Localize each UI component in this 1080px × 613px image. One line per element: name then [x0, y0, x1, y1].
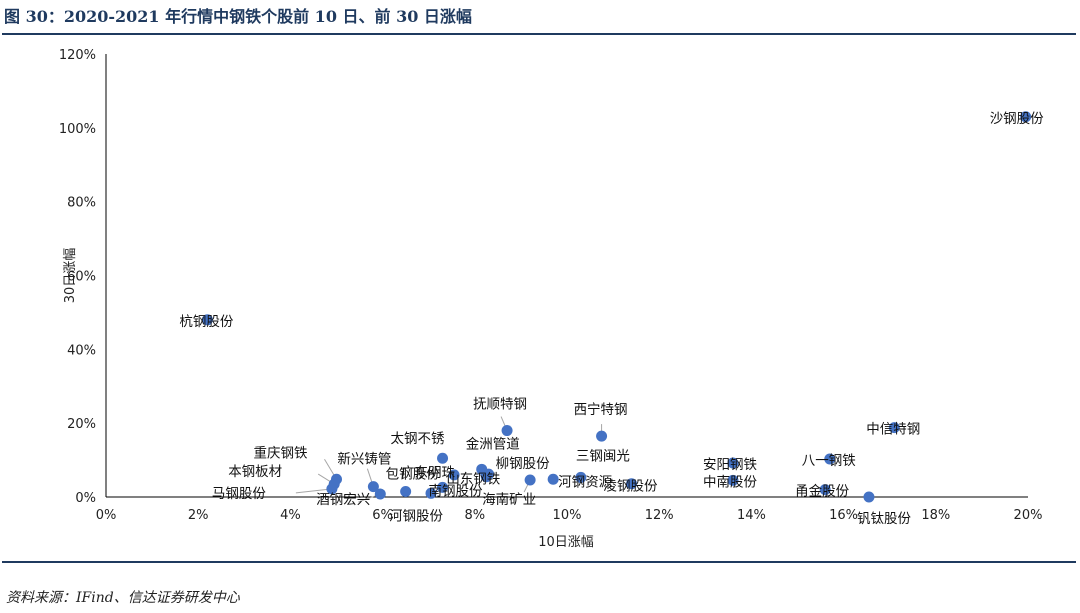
source-note: 资料来源：IFind、信达证券研发中心: [6, 590, 240, 606]
y-tick-label: 40%: [67, 343, 96, 358]
x-tick-label: 10%: [553, 508, 582, 523]
point-label: 甬金股份: [795, 484, 849, 500]
data-point: [575, 471, 587, 483]
data-point: [727, 474, 739, 486]
x-tick-label: 6%: [372, 508, 393, 523]
point-label: 本钢板材: [228, 464, 282, 480]
x-tick-label: 8%: [464, 508, 485, 523]
point-label: 中南股份: [703, 474, 757, 490]
point-label: 安阳钢铁: [703, 457, 757, 473]
point-label: 海南矿业: [482, 492, 536, 508]
x-tick-label: 2%: [188, 508, 209, 523]
point-label: 南钢股份: [429, 483, 483, 499]
data-point: [1020, 111, 1032, 123]
point-label: 河钢资源: [558, 474, 612, 490]
point-label: 西宁特钢: [574, 401, 628, 418]
data-point: [480, 471, 492, 483]
x-tick-label: 14%: [737, 508, 766, 523]
x-tick-label: 16%: [829, 508, 858, 523]
point-label: 山东钢铁: [446, 472, 500, 488]
data-point: [596, 430, 608, 442]
point-label: 新兴铸管: [337, 452, 391, 468]
point-label: 钒钛股份: [857, 511, 911, 527]
data-point: [547, 473, 559, 485]
point-label: 中信特钢: [866, 422, 920, 438]
data-point: [374, 488, 386, 500]
y-tick-label: 0%: [75, 491, 96, 506]
point-label: 抚顺特钢: [473, 397, 527, 413]
x-tick-labels: 0% 2% 4% 6% 8% 10% 12% 14% 16% 18% 20%: [96, 508, 1043, 523]
y-tick-label: 100%: [59, 122, 96, 137]
data-point: [425, 487, 437, 499]
x-tick-label: 4%: [280, 508, 301, 523]
point-label: 八一钢铁: [802, 453, 856, 469]
x-tick-label: 18%: [921, 508, 950, 523]
point-label: 柳钢股份: [496, 456, 550, 472]
data-point: [626, 478, 638, 490]
scatter-chart: 0% 2% 4% 6% 8% 10% 12% 14% 16% 18% 20% 0% 20% 40% 60%…: [59, 48, 1044, 550]
data-point: [863, 491, 875, 503]
data-point: [367, 481, 379, 493]
y-tick-label: 20%: [67, 417, 96, 432]
point-label: 广东明珠: [401, 465, 455, 481]
point-label: 包钢股份: [386, 466, 440, 482]
x-tick-label: 0%: [96, 508, 117, 523]
x-tick-label: 20%: [1014, 508, 1043, 523]
y-tick-label: 80%: [67, 196, 96, 211]
point-label: 马钢股份: [212, 486, 266, 502]
point-label: 三钢闽光: [576, 448, 630, 464]
point-label: 酒钢宏兴: [316, 492, 370, 508]
x-axis-title: 10日涨幅: [538, 535, 594, 550]
data-point: [400, 485, 412, 497]
y-axis-title: 30日涨幅: [63, 248, 78, 304]
point-label: 太钢不锈: [391, 431, 445, 447]
data-point: [888, 422, 900, 434]
data-points: [201, 111, 1032, 503]
y-tick-label: 120%: [59, 48, 96, 63]
data-point: [448, 469, 460, 481]
y-tick-labels: 0% 20% 40% 60% 80% 100% 120%: [59, 48, 96, 506]
leader-line: [295, 488, 332, 494]
data-point: [524, 474, 536, 486]
data-point: [501, 425, 513, 437]
data-point: [824, 453, 836, 465]
bottom-rule: [2, 561, 1076, 563]
x-tick-label: 12%: [645, 508, 674, 523]
point-label: 凌钢股份: [604, 479, 658, 495]
data-point: [437, 481, 449, 493]
data-point: [326, 483, 338, 495]
data-point: [727, 457, 739, 469]
point-label: 金洲管道: [466, 436, 520, 452]
point-label: 沙钢股份: [990, 111, 1044, 127]
point-label: 重庆钢铁: [254, 445, 308, 461]
point-label: 杭钢股份: [179, 314, 233, 330]
figure-title: 图 30：2020-2021 年行情中钢铁个股前 10 日、前 30 日涨幅: [4, 7, 472, 26]
data-point: [437, 452, 449, 464]
data-point: [819, 484, 831, 496]
top-rule: [2, 33, 1076, 35]
y-tick-label: 60%: [67, 270, 96, 285]
point-label: 河钢股份: [389, 508, 443, 524]
data-point: [201, 314, 213, 326]
